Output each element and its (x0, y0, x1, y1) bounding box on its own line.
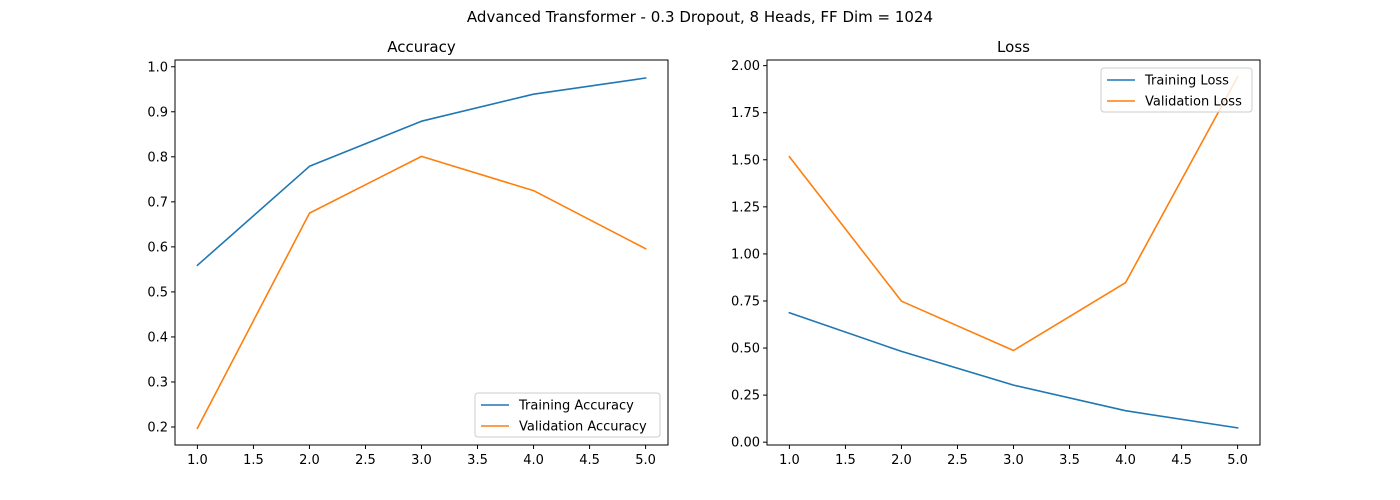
loss-x-tick-label: 3.5 (1059, 453, 1080, 468)
accuracy-legend-box (474, 392, 661, 438)
accuracy-y-tick-label: 0.9 (147, 105, 168, 120)
loss-y-tick-label: 1.00 (731, 247, 760, 262)
loss-legend-label: Training Loss (1144, 74, 1229, 89)
accuracy-x-tick-label: 3.5 (467, 453, 488, 468)
accuracy-legend-label: Training Accuracy (518, 399, 634, 414)
loss-y-tick-label: 0.25 (731, 389, 760, 404)
loss-y-tick-label: 2.00 (731, 59, 760, 74)
loss-x-tick-label: 4.5 (1171, 453, 1192, 468)
loss-legend-label: Validation Loss (1145, 95, 1242, 110)
accuracy-x-tick-label: 2.0 (299, 453, 320, 468)
loss-x-tick-label: 4.0 (1115, 453, 1136, 468)
loss-y-tick-label: 1.25 (731, 200, 760, 215)
loss-x-tick-label: 5.0 (1227, 453, 1248, 468)
loss-x-tick-label: 2.0 (891, 453, 912, 468)
accuracy-x-tick-label: 1.0 (187, 453, 208, 468)
accuracy-y-tick-label: 0.4 (147, 330, 168, 345)
accuracy-x-tick-label: 2.5 (355, 453, 376, 468)
accuracy-series-line-validation (196, 155, 647, 430)
loss-y-tick-label: 0.00 (731, 436, 760, 451)
loss-y-tick-label: 1.75 (731, 106, 760, 121)
loss-legend-box (1100, 67, 1253, 113)
accuracy-y-tick-label: 1.0 (147, 60, 168, 75)
loss-y-tick-label: 1.50 (731, 153, 760, 168)
loss-x-tick-label: 1.0 (779, 453, 800, 468)
accuracy-legend-label: Validation Accuracy (519, 420, 647, 435)
accuracy-axes-frame (174, 59, 669, 446)
accuracy-y-tick-label: 0.3 (147, 375, 168, 390)
loss-chart-title: Loss (997, 38, 1030, 56)
accuracy-y-tick-label: 0.6 (147, 240, 168, 255)
accuracy-chart: Accuracy 1.0 1.5 2.0 2.5 3.0 3.5 4.0 4.5 5.0 0.2 0… (147, 38, 669, 468)
accuracy-x-tick-label: 3.0 (411, 453, 432, 468)
loss-x-tick-label: 1.5 (835, 453, 856, 468)
loss-series-line-training (788, 311, 1239, 429)
accuracy-chart-title: Accuracy (387, 38, 456, 56)
accuracy-x-tick-label: 4.0 (523, 453, 544, 468)
accuracy-y-tick-label: 0.2 (147, 420, 168, 435)
figure-title: Advanced Transformer - 0.3 Dropout, 8 He… (467, 8, 933, 26)
loss-y-tick-label: 0.50 (731, 342, 760, 357)
loss-axes-frame (766, 59, 1261, 446)
loss-series-line-validation (788, 75, 1239, 352)
loss-y-tick-label: 0.75 (731, 294, 760, 309)
accuracy-y-tick-label: 0.7 (147, 195, 168, 210)
accuracy-series-line-training (196, 77, 647, 267)
accuracy-x-tick-label: 5.0 (635, 453, 656, 468)
loss-x-tick-label: 2.5 (947, 453, 968, 468)
accuracy-x-tick-label: 4.5 (579, 453, 600, 468)
accuracy-y-tick-label: 0.8 (147, 150, 168, 165)
accuracy-y-tick-label: 0.5 (147, 285, 168, 300)
accuracy-x-tick-label: 1.5 (243, 453, 264, 468)
loss-x-tick-label: 3.0 (1003, 453, 1024, 468)
loss-chart: Loss 1.0 1.5 2.0 2.5 3.0 3.5 4.0 4.5 5.0 0.00 0.25… (731, 38, 1261, 468)
